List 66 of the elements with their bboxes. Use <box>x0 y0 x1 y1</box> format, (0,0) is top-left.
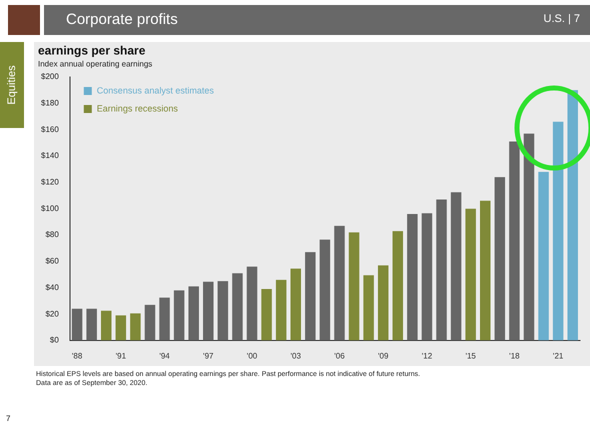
text: 7 <box>6 414 10 423</box>
x-tick-label: '94 <box>159 351 170 360</box>
bar <box>320 240 330 340</box>
x-tick-label: '91 <box>116 351 127 360</box>
x-tick-label: '97 <box>203 351 214 360</box>
x-tick-label: '06 <box>334 351 346 360</box>
x-tick-label: '15 <box>465 351 476 360</box>
bar <box>465 208 476 340</box>
legend-label: Earnings recessions <box>96 103 178 114</box>
y-tick-label: $60 <box>45 256 60 266</box>
bar <box>100 310 112 340</box>
x-tick-label: '03 <box>290 351 302 360</box>
y-tick-label: $0 <box>50 336 60 345</box>
bar <box>130 313 141 340</box>
bar <box>246 266 258 340</box>
bar <box>509 142 520 340</box>
bar <box>218 281 228 340</box>
y-tick-label: $100 <box>41 204 60 213</box>
bar <box>363 275 374 340</box>
x-tick-label: '12 <box>422 351 433 360</box>
x-tick-label: '18 <box>509 351 520 360</box>
chart-title: earnings per share <box>38 44 146 58</box>
bar <box>334 226 345 340</box>
y-tick-label: $80 <box>45 230 60 240</box>
x-tick-label: '21 <box>552 351 564 360</box>
x-tick-label: '09 <box>378 351 389 360</box>
text: U.S. | 7 <box>544 13 580 25</box>
bar <box>480 200 490 340</box>
bar <box>276 280 286 340</box>
y-tick-label: $140 <box>41 151 60 160</box>
bar <box>422 213 432 340</box>
bar <box>261 289 272 340</box>
x-tick-label: '88 <box>72 351 83 360</box>
y-tick-label: $120 <box>41 178 60 187</box>
text: Equities <box>6 65 18 105</box>
bar <box>174 290 184 340</box>
bar <box>407 214 418 340</box>
bar <box>552 122 564 340</box>
bar <box>72 308 82 340</box>
y-tick-label: $40 <box>45 282 60 292</box>
bar <box>524 134 534 340</box>
y-tick-label: $180 <box>41 98 60 108</box>
bar <box>188 286 199 340</box>
x-tick-label: '00 <box>246 351 258 360</box>
bar <box>232 273 243 340</box>
bar <box>144 304 156 340</box>
bar <box>290 268 301 340</box>
bar <box>567 90 578 340</box>
chart-subtitle: Index annual operating earnings <box>38 59 152 68</box>
y-tick-label: $200 <box>41 72 60 82</box>
bar <box>450 192 462 340</box>
bar <box>159 298 170 340</box>
text: Corporate profits <box>66 11 178 28</box>
bar <box>436 199 447 340</box>
bar <box>86 308 97 340</box>
bar <box>203 282 214 340</box>
bar <box>348 232 360 340</box>
bar <box>305 252 316 340</box>
bar <box>494 177 506 340</box>
y-tick-label: $160 <box>41 124 60 134</box>
bar <box>116 315 126 340</box>
bar <box>378 265 388 340</box>
bar <box>392 231 404 340</box>
bar <box>538 172 549 340</box>
legend-label: Consensus analyst estimates <box>96 85 214 96</box>
y-tick-label: $20 <box>45 309 60 318</box>
